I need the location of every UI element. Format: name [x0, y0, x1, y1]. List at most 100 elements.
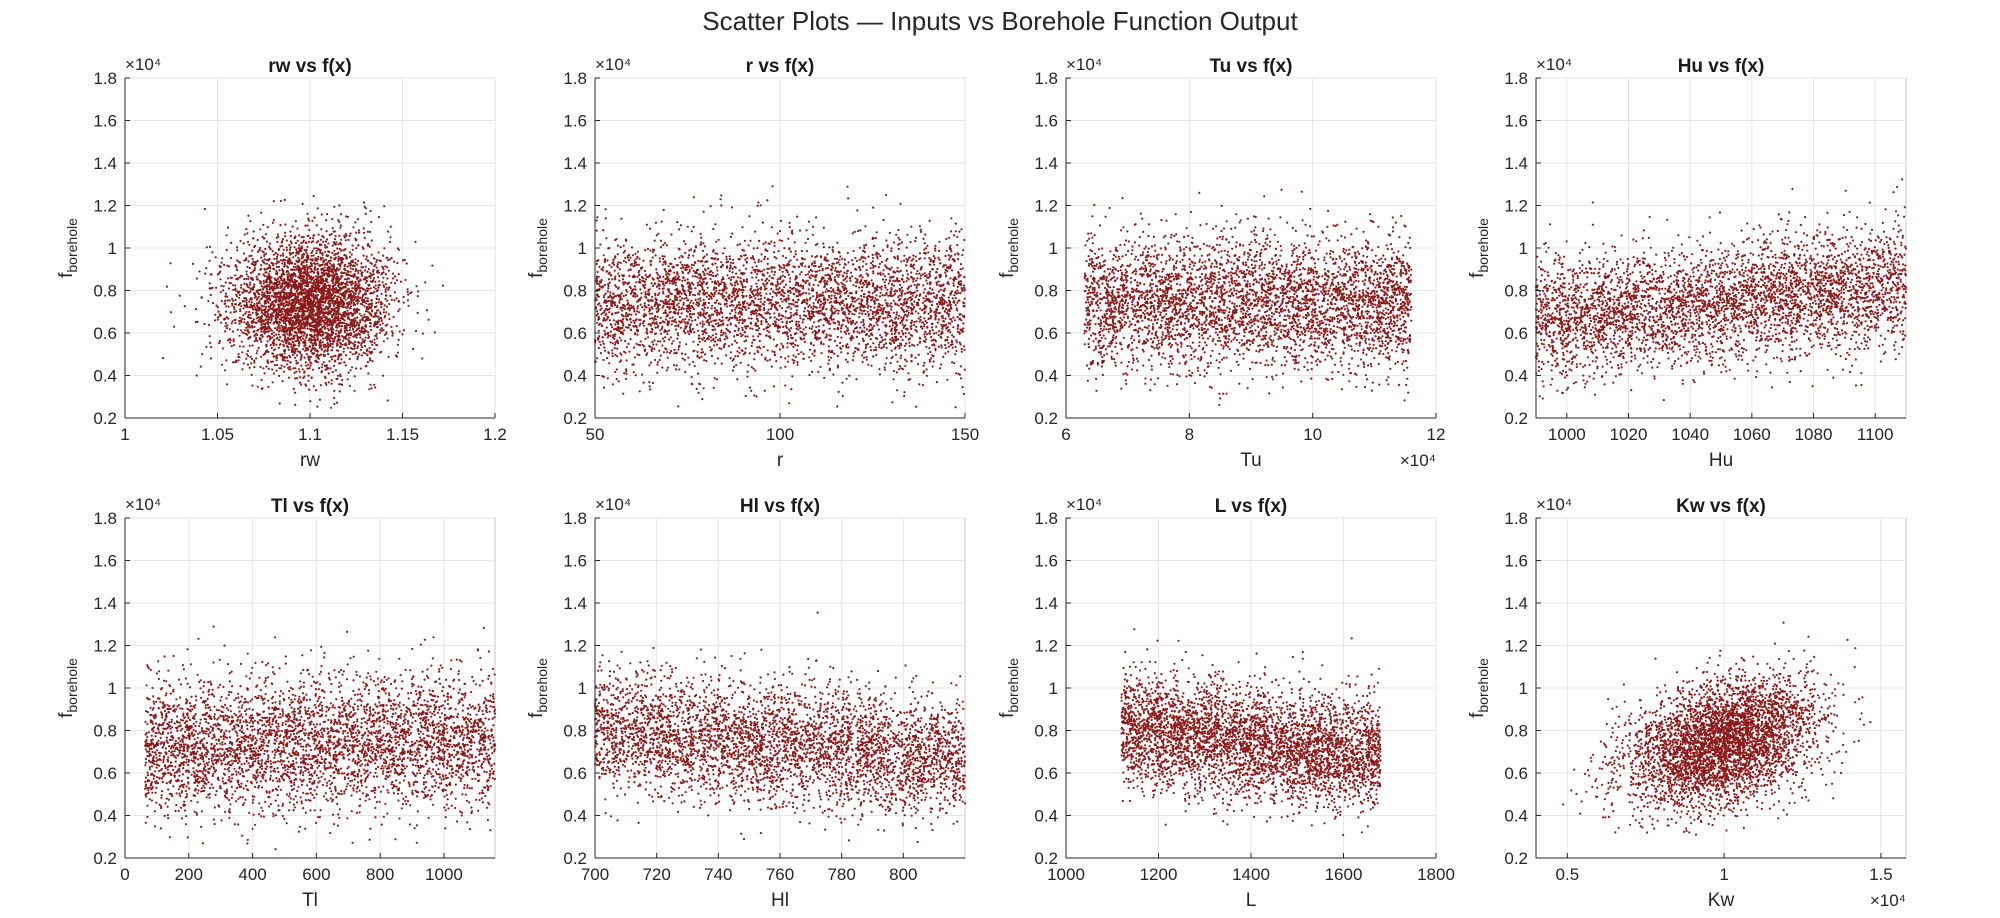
data-point	[326, 213, 329, 216]
data-point	[320, 287, 323, 290]
data-point	[328, 323, 331, 326]
data-point	[207, 300, 210, 303]
data-point	[711, 334, 714, 337]
data-point	[339, 262, 342, 265]
data-point	[689, 327, 692, 331]
data-point	[284, 223, 287, 226]
data-point	[611, 352, 614, 355]
data-point	[277, 260, 280, 263]
data-point	[226, 277, 230, 280]
data-point	[773, 316, 776, 319]
data-point	[283, 198, 286, 201]
data-point	[318, 346, 321, 349]
data-point	[341, 305, 344, 308]
data-point	[296, 307, 299, 310]
data-point	[254, 294, 257, 297]
data-point	[260, 311, 263, 314]
data-point	[247, 214, 250, 217]
data-point	[311, 342, 314, 345]
data-point	[348, 290, 351, 294]
data-point	[385, 305, 389, 308]
data-point	[382, 284, 385, 287]
data-point	[782, 332, 785, 335]
data-point	[302, 239, 305, 242]
x-tick-label: 1	[120, 425, 129, 444]
data-point	[272, 322, 275, 325]
data-point	[266, 340, 269, 343]
data-point	[294, 281, 297, 284]
data-point	[253, 303, 256, 306]
data-point	[263, 331, 266, 334]
data-point	[266, 359, 269, 362]
data-point	[357, 259, 360, 262]
data-point	[845, 290, 849, 293]
data-point	[283, 355, 286, 359]
data-point	[812, 295, 815, 298]
data-point	[239, 239, 242, 243]
data-point	[279, 336, 282, 339]
data-point	[327, 345, 330, 349]
data-point	[283, 277, 286, 281]
data-point	[232, 338, 235, 341]
data-point	[243, 282, 246, 285]
data-point	[341, 316, 344, 319]
data-point	[303, 253, 306, 256]
data-point	[275, 265, 279, 268]
data-point	[288, 334, 291, 337]
data-point	[402, 295, 405, 299]
data-point	[279, 327, 282, 330]
data-point	[282, 316, 285, 319]
data-point	[314, 259, 317, 262]
data-point	[216, 316, 220, 319]
data-point	[243, 297, 246, 300]
data-point	[245, 290, 249, 293]
data-point	[355, 308, 358, 311]
data-point	[861, 276, 864, 279]
data-point	[696, 343, 700, 346]
data-point	[333, 205, 336, 208]
data-point	[354, 352, 357, 355]
data-point	[303, 332, 306, 335]
data-point	[256, 329, 259, 332]
data-point	[321, 363, 324, 366]
data-point	[322, 308, 325, 311]
data-point	[956, 285, 959, 288]
data-point	[306, 367, 309, 370]
data-point	[363, 205, 366, 208]
data-point	[939, 367, 942, 370]
data-point	[354, 258, 357, 261]
data-point	[315, 247, 318, 250]
data-point	[270, 261, 273, 264]
data-point	[387, 288, 390, 291]
data-point	[371, 310, 374, 313]
data-point	[277, 330, 280, 333]
data-point	[306, 307, 309, 310]
data-point	[287, 275, 291, 278]
data-point	[303, 356, 306, 359]
data-point	[250, 324, 254, 328]
data-point	[275, 257, 278, 260]
data-point	[283, 331, 286, 334]
data-point	[324, 368, 327, 371]
data-point	[303, 327, 306, 330]
data-point	[377, 271, 380, 274]
data-point	[262, 353, 265, 356]
data-point	[409, 292, 412, 295]
data-point	[803, 310, 806, 313]
data-point	[930, 357, 933, 360]
data-point	[311, 351, 314, 355]
data-point	[317, 301, 321, 304]
data-point	[396, 343, 399, 346]
data-point	[355, 231, 358, 234]
data-point	[321, 252, 324, 255]
data-point	[354, 270, 357, 273]
data-point	[297, 314, 300, 317]
data-point	[354, 311, 357, 314]
data-point	[295, 359, 298, 362]
data-point	[298, 247, 301, 250]
data-point	[900, 329, 904, 332]
data-point	[376, 320, 379, 323]
data-point	[223, 299, 227, 302]
data-point	[626, 318, 629, 322]
data-point	[379, 259, 382, 263]
